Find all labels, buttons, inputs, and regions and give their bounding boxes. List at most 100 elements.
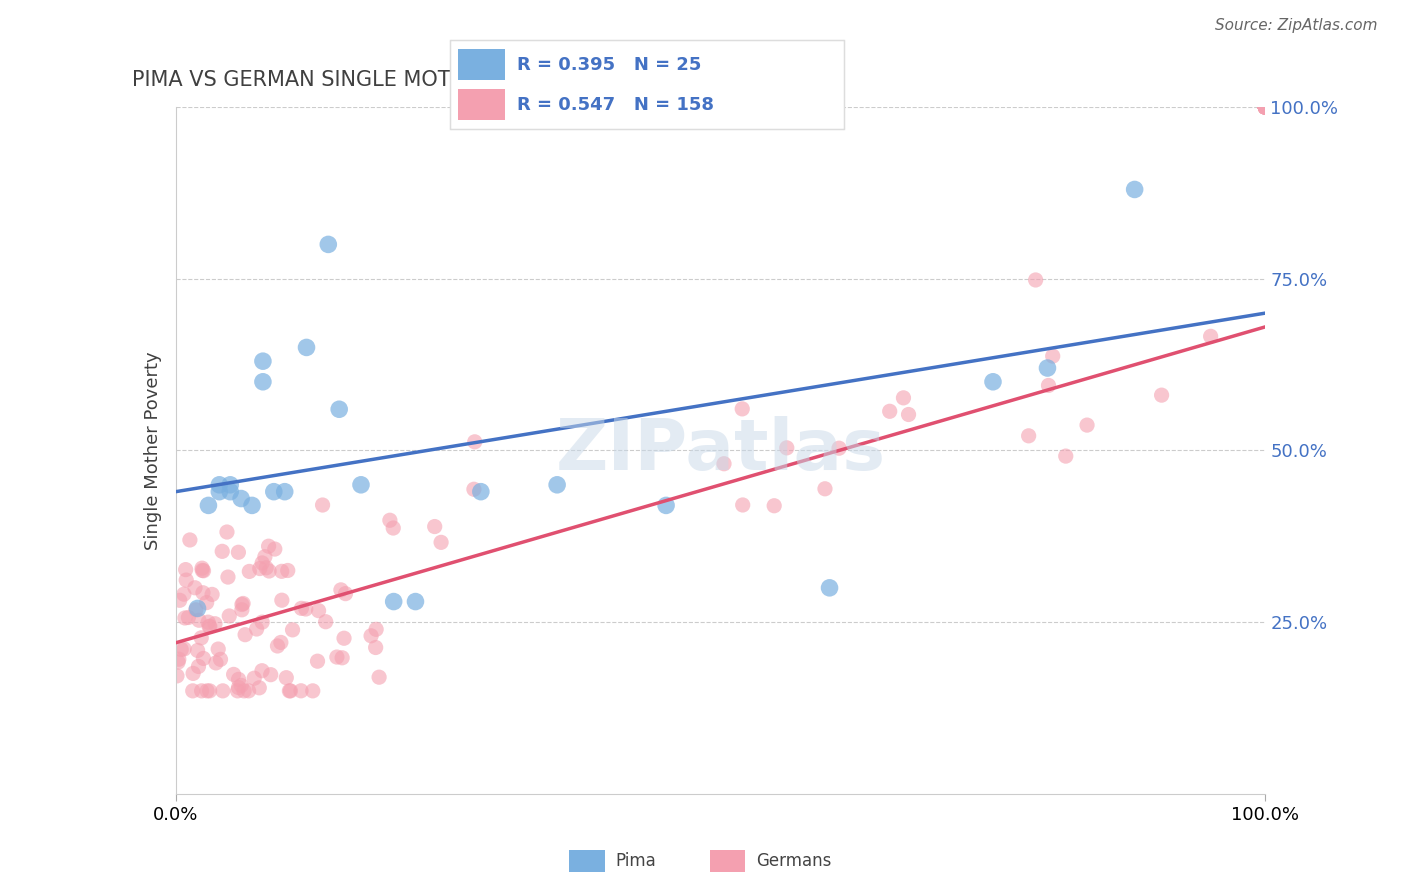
Point bbox=[201, 587, 224, 601]
Point bbox=[731, 498, 754, 512]
Point bbox=[290, 601, 312, 615]
Point bbox=[1254, 100, 1277, 114]
Point bbox=[173, 587, 195, 601]
Point bbox=[270, 635, 292, 649]
Point bbox=[776, 441, 799, 455]
Point bbox=[252, 375, 274, 389]
Point bbox=[208, 478, 231, 492]
Point bbox=[301, 683, 323, 698]
Point bbox=[893, 391, 915, 405]
Point bbox=[208, 484, 231, 499]
Point bbox=[166, 669, 188, 683]
Point bbox=[186, 601, 209, 615]
Point bbox=[181, 683, 204, 698]
Point bbox=[366, 623, 388, 637]
Point bbox=[290, 683, 312, 698]
Point bbox=[368, 670, 391, 684]
Point bbox=[191, 563, 214, 577]
Point bbox=[1254, 100, 1277, 114]
Point bbox=[1254, 100, 1277, 114]
Point bbox=[281, 623, 304, 637]
Point bbox=[233, 683, 256, 698]
Point bbox=[430, 535, 453, 549]
FancyBboxPatch shape bbox=[710, 849, 745, 872]
Point bbox=[193, 651, 215, 665]
Point bbox=[211, 544, 233, 558]
Point bbox=[335, 587, 357, 601]
FancyBboxPatch shape bbox=[458, 49, 505, 80]
Point bbox=[423, 519, 446, 533]
Point bbox=[211, 683, 233, 698]
Point bbox=[169, 593, 191, 607]
Point bbox=[277, 564, 299, 578]
Point bbox=[1254, 100, 1277, 114]
Point bbox=[174, 611, 197, 625]
Point bbox=[1254, 100, 1277, 114]
Point bbox=[195, 596, 218, 610]
Point bbox=[1254, 100, 1277, 114]
Point bbox=[190, 631, 212, 645]
Point bbox=[818, 581, 841, 595]
Point bbox=[1254, 100, 1277, 114]
Point bbox=[174, 563, 197, 577]
Point bbox=[1254, 100, 1277, 114]
Point bbox=[243, 671, 266, 685]
Point bbox=[231, 491, 253, 506]
Point bbox=[307, 654, 329, 668]
Point bbox=[276, 671, 298, 685]
Point bbox=[198, 683, 221, 698]
Text: ZIPatlas: ZIPatlas bbox=[555, 416, 886, 485]
Point bbox=[329, 582, 352, 597]
Point bbox=[177, 610, 200, 624]
Point bbox=[253, 549, 276, 564]
Point bbox=[197, 499, 219, 513]
Point bbox=[1254, 100, 1277, 114]
Point bbox=[219, 484, 242, 499]
Point bbox=[207, 642, 229, 657]
Point bbox=[188, 613, 211, 627]
Point bbox=[378, 513, 401, 527]
Point bbox=[318, 237, 340, 252]
Point bbox=[1254, 100, 1277, 114]
Point bbox=[1254, 100, 1277, 114]
Point bbox=[187, 643, 209, 657]
Point bbox=[328, 402, 350, 417]
Point bbox=[1254, 100, 1277, 114]
Point bbox=[382, 521, 405, 535]
Point bbox=[1254, 100, 1277, 114]
Point bbox=[1254, 100, 1277, 114]
Point bbox=[250, 615, 273, 629]
Point bbox=[167, 652, 190, 666]
Point bbox=[173, 642, 195, 657]
Point bbox=[1254, 100, 1277, 114]
Point bbox=[1042, 349, 1064, 363]
Point bbox=[240, 499, 263, 513]
Point bbox=[1036, 361, 1059, 376]
Point bbox=[470, 484, 492, 499]
Point bbox=[250, 556, 273, 570]
Point bbox=[1254, 100, 1277, 114]
Point bbox=[1150, 388, 1173, 402]
Point bbox=[546, 478, 568, 492]
Point bbox=[187, 659, 209, 673]
Point bbox=[1025, 273, 1047, 287]
Point bbox=[170, 642, 193, 657]
Point bbox=[464, 434, 486, 449]
Point bbox=[1254, 100, 1277, 114]
Point bbox=[252, 354, 274, 368]
Point bbox=[238, 565, 260, 579]
Point bbox=[1254, 100, 1277, 114]
Point bbox=[181, 666, 204, 681]
Point bbox=[382, 594, 405, 608]
Point bbox=[280, 683, 302, 698]
Point bbox=[193, 564, 215, 578]
Point bbox=[1254, 100, 1277, 114]
Point bbox=[219, 478, 242, 492]
Point bbox=[231, 678, 253, 692]
Point bbox=[1199, 329, 1222, 343]
Point bbox=[879, 404, 901, 418]
Point bbox=[763, 499, 786, 513]
Point bbox=[218, 609, 240, 624]
Point bbox=[228, 681, 250, 695]
Point bbox=[254, 561, 277, 575]
